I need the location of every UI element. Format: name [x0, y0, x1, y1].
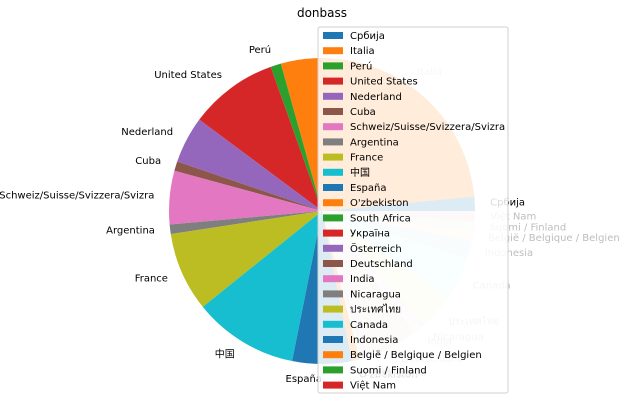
pie-slice	[199, 66, 322, 211]
legend-swatch	[323, 305, 343, 313]
slice-label: Perú	[249, 44, 271, 56]
legend-label: O'zbekiston	[350, 198, 409, 209]
legend-label: Österreich	[350, 242, 402, 255]
pie-slice	[170, 211, 322, 307]
legend-swatch	[323, 153, 343, 161]
legend-label: India	[350, 274, 375, 285]
legend-swatch	[323, 260, 343, 267]
legend-label: South Africa	[350, 213, 411, 224]
legend-label: United States	[350, 77, 418, 88]
legend-label: Cuba	[350, 107, 376, 118]
pie-slice	[174, 161, 322, 211]
legend-label: Србија	[350, 30, 385, 42]
pie-slice	[169, 211, 322, 235]
slice-label: United States	[154, 70, 222, 81]
legend-label: Việt Nam	[350, 380, 396, 392]
legend-swatch	[323, 77, 343, 85]
legend-swatch	[323, 214, 343, 222]
legend-label: Schweiz/Suisse/Svizzera/Svizra	[350, 122, 505, 133]
legend-label: Argentina	[350, 137, 399, 148]
legend-label: Italia	[350, 46, 375, 57]
legend: Србија Italia Perú United States Nederland Cu…	[317, 26, 509, 394]
pie-slice	[177, 119, 322, 211]
slice-label: Suomi / Finland	[489, 223, 566, 234]
pie-slice	[168, 170, 322, 225]
chart-title: donbass	[297, 6, 347, 20]
legend-label: France	[350, 153, 383, 164]
legend-label: Україна	[350, 229, 390, 240]
legend-swatch	[323, 244, 343, 252]
slice-label: Nederland	[121, 127, 173, 138]
legend-swatch	[323, 138, 343, 146]
legend-label: Indonesia	[350, 335, 398, 346]
legend-swatch	[323, 229, 343, 237]
legend-swatch	[323, 108, 343, 115]
legend-swatch	[323, 47, 343, 55]
legend-label: España	[350, 183, 386, 194]
slice-label: België / Belgique / Belgien	[488, 233, 620, 244]
legend-label: België / Belgique / Belgien	[350, 350, 482, 361]
legend-label: Nederland	[350, 92, 402, 103]
slice-label: Argentina	[106, 226, 155, 237]
slice-label: Cuba	[135, 156, 161, 167]
legend-label: Deutschland	[350, 259, 413, 270]
legend-label: 中国	[350, 166, 370, 179]
legend-swatch	[323, 351, 343, 359]
legend-label: Suomi / Finland	[350, 365, 427, 376]
legend-swatch	[323, 336, 343, 343]
legend-swatch	[323, 366, 343, 374]
legend-swatch	[323, 62, 343, 70]
legend-swatch	[323, 199, 343, 207]
slice-label: France	[135, 273, 168, 284]
pie-slice	[202, 211, 322, 362]
legend-label: Perú	[350, 60, 372, 72]
legend-swatch	[323, 381, 343, 389]
slice-label: Schweiz/Suisse/Svizzera/Svizra	[0, 191, 154, 202]
legend-label: Nicaragua	[350, 289, 401, 300]
legend-label: Canada	[350, 320, 388, 331]
legend-frame	[317, 26, 509, 394]
slice-label: Indonesia	[485, 248, 533, 259]
legend-swatch	[323, 290, 343, 298]
legend-swatch	[323, 184, 343, 191]
legend-swatch	[323, 123, 343, 131]
legend-swatch	[323, 275, 343, 283]
slice-label: España	[286, 374, 322, 385]
legend-label: ประเทศไทย	[350, 304, 401, 316]
slice-label: 中国	[215, 347, 235, 360]
legend-swatch	[323, 320, 343, 328]
legend-swatch	[323, 168, 343, 176]
pie-slice	[270, 63, 322, 211]
legend-swatch	[323, 32, 343, 39]
legend-swatch	[323, 92, 343, 100]
